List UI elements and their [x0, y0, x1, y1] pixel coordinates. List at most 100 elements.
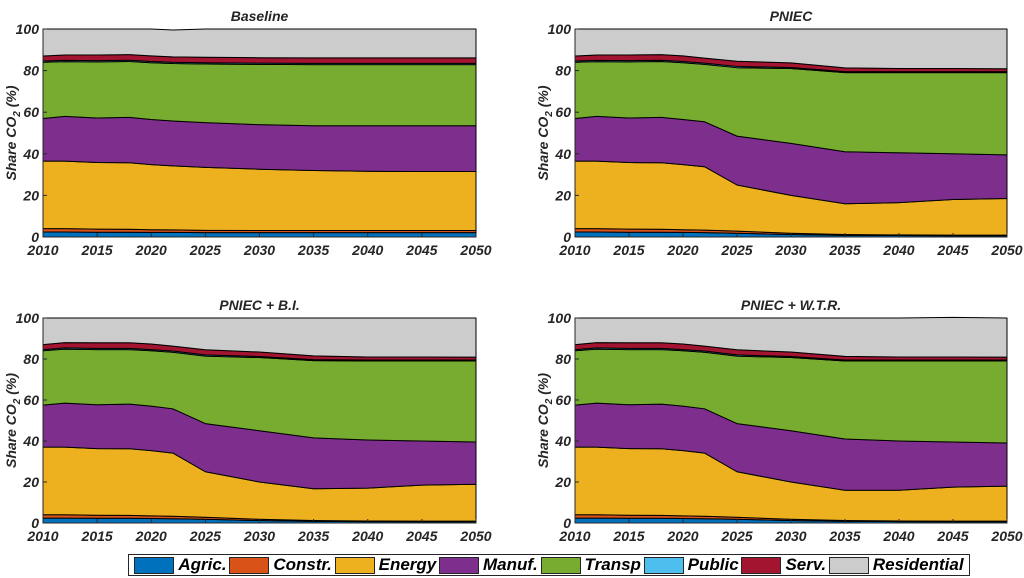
y-tick-label: 20	[554, 474, 571, 490]
legend-swatch-transp	[540, 556, 581, 574]
x-tick-label: 2025	[720, 528, 752, 544]
legend-swatch-residential	[828, 556, 869, 574]
area-residential	[42, 28, 477, 59]
x-tick-label: 2050	[459, 528, 491, 544]
legend-label-manuf: Manuf.	[483, 555, 538, 574]
y-tick-label: 80	[23, 351, 39, 367]
x-tick-label: 2030	[243, 528, 275, 544]
x-tick-label: 2045	[405, 528, 437, 544]
y-tick-label: 80	[555, 351, 571, 367]
x-tick-label: 2050	[990, 242, 1022, 258]
legend-entry-residential: Residential	[828, 555, 964, 575]
x-tick-label: 2040	[351, 528, 383, 544]
x-tick-label: 2045	[936, 528, 968, 544]
y-tick-label: 40	[22, 433, 39, 449]
y-tick-label: 0	[31, 515, 39, 531]
y-tick-label: 20	[22, 474, 39, 490]
x-tick-label: 2020	[135, 528, 167, 544]
y-tick-label: 20	[554, 187, 571, 203]
x-tick-label: 2015	[612, 528, 644, 544]
y-axis-label: Share CO2 (%)	[535, 373, 555, 468]
y-tick-label: 80	[555, 63, 571, 79]
x-tick-label: 2030	[774, 528, 806, 544]
x-tick-label: 2020	[666, 242, 698, 258]
legend-label-agric: Agric.	[178, 555, 227, 574]
x-tick-label: 2015	[81, 242, 113, 258]
chart-title: Baseline	[231, 8, 289, 24]
x-tick-label: 2020	[666, 528, 698, 544]
x-tick-label: 2025	[189, 242, 221, 258]
y-tick-label: 0	[563, 229, 571, 245]
y-axis-label: Share CO2 (%)	[535, 85, 555, 180]
x-tick-label: 2050	[459, 242, 491, 258]
x-tick-label: 2015	[612, 242, 644, 258]
chart-title: PNIEC	[770, 8, 814, 24]
area-residential	[574, 316, 1008, 358]
x-tick-label: 2010	[558, 242, 590, 258]
y-tick-label: 20	[22, 187, 39, 203]
legend-label-transp: Transp	[584, 555, 641, 574]
x-tick-label: 2040	[882, 242, 914, 258]
legend-entry-public: Public	[643, 555, 739, 575]
legend-swatch-agric	[134, 556, 175, 574]
x-tick-label: 2040	[351, 242, 383, 258]
legend-label-serv: Serv.	[785, 555, 827, 574]
y-tick-label: 100	[548, 310, 572, 326]
chart-legend: Agric. Constr. Energy Manuf. Transp Publ…	[128, 554, 970, 576]
x-tick-label: 2035	[828, 242, 860, 258]
y-tick-label: 60	[23, 392, 39, 408]
x-tick-label: 2010	[26, 528, 58, 544]
x-tick-label: 2035	[297, 528, 329, 544]
legend-entry-manuf: Manuf.	[439, 555, 538, 575]
x-tick-label: 2015	[81, 528, 113, 544]
x-tick-label: 2050	[990, 528, 1022, 544]
x-tick-label: 2020	[135, 242, 167, 258]
legend-swatch-energy	[334, 556, 375, 574]
x-tick-label: 2030	[243, 242, 275, 258]
x-tick-label: 2010	[558, 528, 590, 544]
y-tick-label: 100	[16, 310, 40, 326]
y-tick-label: 60	[555, 104, 571, 120]
area-transp	[42, 60, 477, 127]
legend-label-public: Public	[687, 555, 739, 574]
y-tick-label: 40	[554, 146, 571, 162]
y-tick-label: 100	[16, 21, 40, 37]
y-tick-label: 0	[31, 229, 39, 245]
legend-entry-serv: Serv.	[741, 555, 826, 575]
area-residential	[42, 317, 477, 358]
y-tick-label: 80	[23, 63, 39, 79]
legend-swatch-constr	[229, 556, 270, 574]
legend-label-energy: Energy	[378, 555, 437, 574]
y-tick-label: 40	[554, 433, 571, 449]
legend-swatch-serv	[741, 556, 782, 574]
x-tick-label: 2045	[405, 242, 437, 258]
y-tick-label: 0	[563, 515, 571, 531]
legend-entry-energy: Energy	[334, 555, 437, 575]
x-tick-label: 2035	[297, 242, 329, 258]
legend-entry-agric: Agric.	[134, 555, 227, 575]
legend-entry-transp: Transp	[540, 555, 641, 575]
x-tick-label: 2025	[189, 528, 221, 544]
legend-entry-constr: Constr.	[229, 555, 332, 575]
x-tick-label: 2045	[936, 242, 968, 258]
y-tick-label: 60	[555, 392, 571, 408]
x-tick-label: 2040	[882, 528, 914, 544]
chart-title: PNIEC + B.I.	[219, 297, 300, 313]
legend-label-constr: Constr.	[273, 555, 332, 574]
x-tick-label: 2010	[26, 242, 58, 258]
legend-swatch-public	[643, 556, 684, 574]
chart-title: PNIEC + W.T.R.	[741, 297, 841, 313]
legend-swatch-manuf	[439, 556, 480, 574]
x-tick-label: 2030	[774, 242, 806, 258]
x-tick-label: 2035	[828, 528, 860, 544]
area-residential	[574, 28, 1008, 70]
y-tick-label: 100	[548, 21, 572, 37]
legend-label-residential: Residential	[872, 555, 964, 574]
x-tick-label: 2025	[720, 242, 752, 258]
y-axis-label: Share CO2 (%)	[3, 373, 23, 468]
